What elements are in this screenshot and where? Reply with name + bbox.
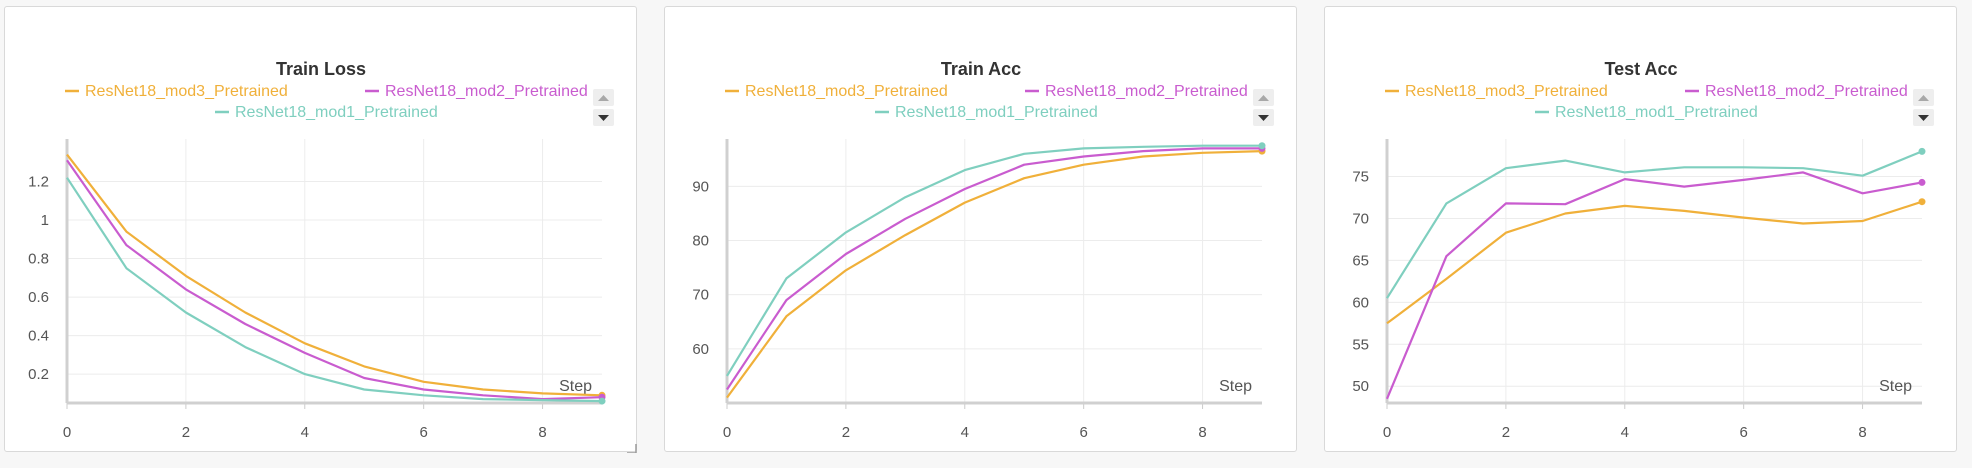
chart-svg-train-acc: Train Acc ResNet18_mod3_Pretrained ResNet1… bbox=[692, 59, 1274, 441]
series-endpoint-resnet18-mod3-pretrained bbox=[1918, 198, 1926, 206]
x-tick-label: 0 bbox=[63, 424, 71, 441]
x-tick-label: 6 bbox=[1079, 424, 1087, 441]
series-line-resnet18-mod1-pretrained bbox=[726, 144, 1262, 377]
x-tick-label: 0 bbox=[723, 424, 731, 441]
legend-label-resnet18-mod1-pretrained: ResNet18_mod1_Pretrained bbox=[1555, 104, 1758, 121]
chart-svg-test-acc: Test Acc ResNet18_mod3_Pretrained ResNet18… bbox=[1352, 59, 1934, 441]
chart-panel-train-loss: Train Loss ResNet18_mod3_Pretrained ResNet… bbox=[4, 6, 637, 453]
chart-title: Train Loss bbox=[276, 59, 366, 79]
x-tick-label: 8 bbox=[1198, 424, 1206, 441]
y-tick-label: 75 bbox=[1352, 169, 1369, 186]
x-tick-label: 6 bbox=[1739, 424, 1747, 441]
triangle-down-icon[interactable] bbox=[1258, 115, 1269, 121]
x-axis-title: Step bbox=[1219, 378, 1252, 395]
x-tick-label: 8 bbox=[538, 424, 546, 441]
y-tick-label: 50 bbox=[1352, 378, 1369, 395]
legend-label-resnet18-mod3-pretrained: ResNet18_mod3_Pretrained bbox=[85, 83, 288, 100]
y-tick-label: 55 bbox=[1352, 336, 1369, 353]
triangle-up-icon[interactable] bbox=[1918, 95, 1929, 101]
series-endpoint-resnet18-mod1-pretrained bbox=[598, 397, 606, 405]
x-tick-label: 2 bbox=[1502, 424, 1510, 441]
x-axis-title: Step bbox=[1879, 378, 1912, 395]
chart-title: Test Acc bbox=[1604, 59, 1677, 79]
series-line-resnet18-mod3-pretrained bbox=[66, 153, 603, 397]
y-tick-label: 0.6 bbox=[28, 289, 49, 306]
legend-label-resnet18-mod2-pretrained: ResNet18_mod2_Pretrained bbox=[1705, 83, 1908, 100]
x-axis-title: Step bbox=[559, 378, 592, 395]
y-tick-label: 70 bbox=[1352, 210, 1369, 227]
series-line-resnet18-mod2-pretrained bbox=[1385, 171, 1923, 400]
y-tick-label: 90 bbox=[692, 178, 709, 195]
y-tick-label: 0.4 bbox=[28, 328, 49, 345]
x-tick-label: 0 bbox=[1383, 424, 1391, 441]
series-line-resnet18-mod1-pretrained bbox=[66, 177, 603, 403]
x-tick-label: 8 bbox=[1858, 424, 1866, 441]
x-tick-label: 4 bbox=[301, 424, 309, 441]
y-tick-label: 1.2 bbox=[28, 174, 49, 191]
y-tick-label: 80 bbox=[692, 233, 709, 250]
chart-svg-train-loss: Train Loss ResNet18_mod3_Pretrained ResNet… bbox=[28, 59, 637, 453]
legend-label-resnet18-mod3-pretrained: ResNet18_mod3_Pretrained bbox=[745, 83, 948, 100]
x-tick-label: 6 bbox=[419, 424, 427, 441]
y-tick-label: 65 bbox=[1352, 252, 1369, 269]
series-line-resnet18-mod3-pretrained bbox=[1386, 200, 1923, 325]
chart-panel-test-acc: Test Acc ResNet18_mod3_Pretrained ResNet18… bbox=[1324, 6, 1957, 452]
legend-label-resnet18-mod1-pretrained: ResNet18_mod1_Pretrained bbox=[895, 104, 1098, 121]
x-tick-label: 4 bbox=[1621, 424, 1629, 441]
series-endpoint-resnet18-mod1-pretrained bbox=[1918, 147, 1926, 155]
series-endpoint-resnet18-mod1-pretrained bbox=[1258, 142, 1266, 150]
legend-label-resnet18-mod2-pretrained: ResNet18_mod2_Pretrained bbox=[1045, 83, 1248, 100]
legend-label-resnet18-mod2-pretrained: ResNet18_mod2_Pretrained bbox=[385, 83, 588, 100]
y-tick-label: 0.2 bbox=[28, 366, 49, 383]
y-tick-label: 60 bbox=[692, 341, 709, 358]
series-line-resnet18-mod3-pretrained bbox=[726, 150, 1263, 399]
series-line-resnet18-mod2-pretrained bbox=[726, 147, 1262, 391]
chart-title: Train Acc bbox=[941, 59, 1021, 79]
resize-handle-icon[interactable] bbox=[627, 444, 637, 453]
triangle-down-icon[interactable] bbox=[1918, 115, 1929, 121]
chart-panel-train-acc: Train Acc ResNet18_mod3_Pretrained ResNet1… bbox=[664, 6, 1297, 452]
y-tick-label: 0.8 bbox=[28, 251, 49, 268]
y-tick-label: 70 bbox=[692, 287, 709, 304]
triangle-up-icon[interactable] bbox=[1258, 95, 1269, 101]
series-line-resnet18-mod1-pretrained bbox=[1386, 150, 1923, 299]
triangle-down-icon[interactable] bbox=[598, 115, 609, 121]
legend-label-resnet18-mod1-pretrained: ResNet18_mod1_Pretrained bbox=[235, 104, 438, 121]
series-line-resnet18-mod2-pretrained bbox=[66, 159, 603, 401]
x-tick-label: 4 bbox=[961, 424, 969, 441]
y-tick-label: 1 bbox=[41, 212, 49, 229]
x-tick-label: 2 bbox=[182, 424, 190, 441]
y-tick-label: 60 bbox=[1352, 294, 1369, 311]
x-tick-label: 2 bbox=[842, 424, 850, 441]
triangle-up-icon[interactable] bbox=[598, 95, 609, 101]
legend-label-resnet18-mod3-pretrained: ResNet18_mod3_Pretrained bbox=[1405, 83, 1608, 100]
series-endpoint-resnet18-mod2-pretrained bbox=[1918, 178, 1926, 186]
